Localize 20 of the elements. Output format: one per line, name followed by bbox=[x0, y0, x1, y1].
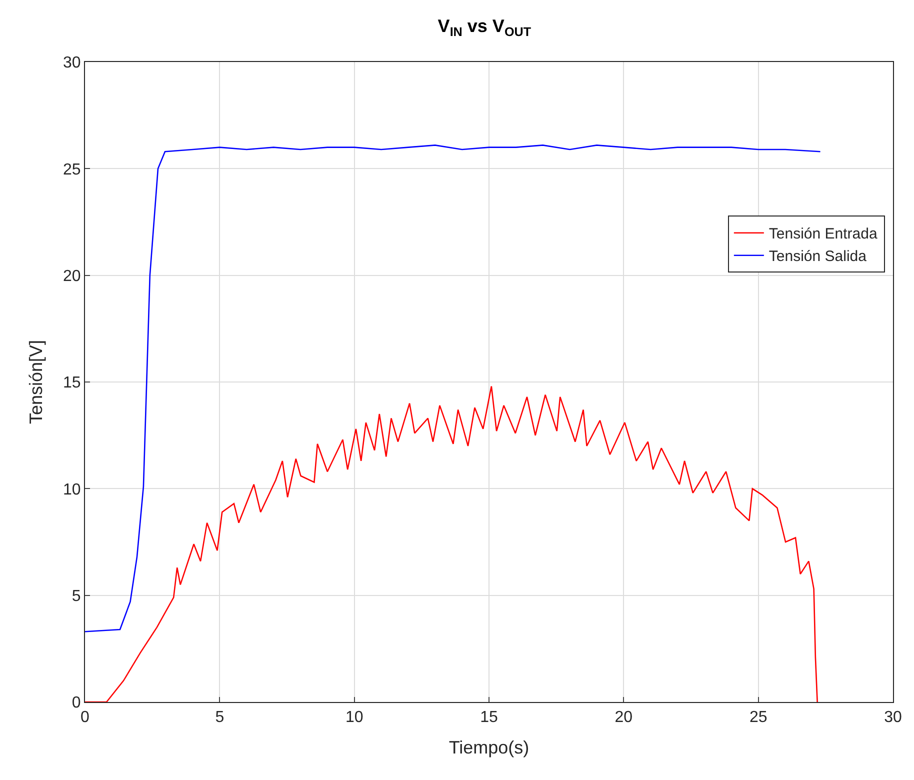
y-tick-label: 5 bbox=[72, 588, 81, 605]
y-tick-label: 20 bbox=[63, 268, 81, 285]
y-tick-label: 25 bbox=[63, 161, 81, 178]
line-series bbox=[85, 386, 818, 702]
y-tick-label: 10 bbox=[63, 481, 81, 498]
x-tick-label: 5 bbox=[215, 709, 224, 726]
x-tick-label: 25 bbox=[749, 709, 768, 726]
y-tick-label: 30 bbox=[63, 54, 81, 72]
chart-title: V$_{IN}$ vs V$_{OUT}$ bbox=[438, 16, 532, 39]
y-tick-label: 15 bbox=[63, 374, 81, 392]
y-tick-label: 0 bbox=[72, 694, 81, 712]
x-tick-label: 30 bbox=[884, 709, 902, 726]
x-tick-label: 10 bbox=[345, 709, 364, 726]
line-series bbox=[85, 144, 821, 632]
x-tick-label: 20 bbox=[614, 709, 633, 726]
x-axis-title: Tiempo(s) bbox=[448, 737, 530, 758]
x-tick-label: 15 bbox=[480, 709, 498, 726]
legend-label: Tensión Salida bbox=[768, 248, 868, 266]
y-axis-title: Tensión[V] bbox=[26, 340, 46, 424]
legend-label: Tensión Entrada bbox=[768, 226, 878, 243]
